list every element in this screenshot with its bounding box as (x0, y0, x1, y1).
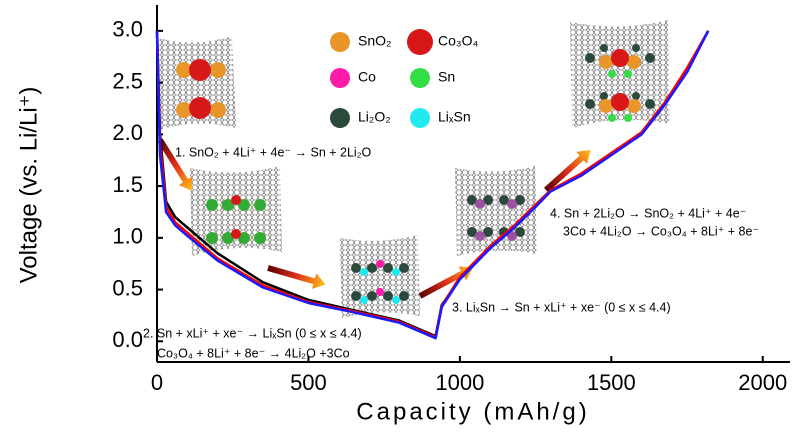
key-swatch (410, 68, 430, 88)
x-tick-label: 1500 (587, 370, 636, 395)
illustration-3 (340, 235, 420, 318)
annotation: Co₃O₄ + 8Li⁺ + 8e⁻ → 4Li₂O +3Co (157, 346, 350, 360)
y-tick-label: 2.5 (112, 68, 143, 93)
y-axis-title: Voltage (vs. Li/Li⁺) (15, 87, 42, 284)
key-label: SnO₂ (358, 33, 391, 49)
key-swatch (330, 108, 350, 128)
key-label: LiₓSn (438, 109, 471, 125)
y-tick-label: 0.5 (112, 275, 143, 300)
illustration-2 (190, 166, 282, 256)
annotation: 2. Sn + xLi⁺ + xe⁻ → LiₓSn (0 ≤ x ≤ 4.4) (143, 326, 362, 340)
x-tick-label: 1000 (435, 370, 484, 395)
y-tick-label: 1.0 (112, 224, 143, 249)
y-tick-label: 2.0 (112, 120, 143, 145)
annotation: 4. Sn + 2Li₂O → SnO₂ + 4Li⁺ + 4e⁻ (550, 206, 746, 220)
x-tick-label: 500 (290, 370, 327, 395)
arrows (157, 138, 591, 299)
x-tick-label: 0 (151, 370, 163, 395)
illustration-1 (158, 36, 236, 130)
annotation: 3. LiₓSn → Sn + xLi⁺ + xe⁻ (0 ≤ x ≤ 4.4) (452, 300, 671, 314)
key-swatch (410, 108, 430, 128)
series-line (155, 30, 710, 340)
illustration-4 (455, 166, 537, 256)
key-label: Li₂O₂ (358, 109, 391, 125)
x-tick-label: 2000 (738, 370, 787, 395)
illustrations (158, 20, 670, 318)
y-tick-label: 1.5 (112, 172, 143, 197)
key-swatch (330, 68, 350, 88)
key-label: Co (358, 69, 376, 85)
key-swatch (407, 29, 433, 55)
illustration-5 (570, 20, 670, 128)
key-label: Co₃O₄ (438, 33, 478, 49)
y-tick-label: 0.0 (112, 327, 143, 352)
key-label: Sn (438, 69, 455, 85)
annotation: 3Co + 4Li₂O → Co₃O₄ + 8Li⁺ + 8e⁻ (563, 224, 759, 238)
x-axis-title: Capacity (mAh/g) (356, 398, 589, 425)
annotation: 1. SnO₂ + 4Li⁺ + 4e⁻ → Sn + 2Li₂O (175, 145, 372, 159)
key-swatch (330, 32, 350, 52)
y-tick-label: 3.0 (112, 17, 143, 42)
